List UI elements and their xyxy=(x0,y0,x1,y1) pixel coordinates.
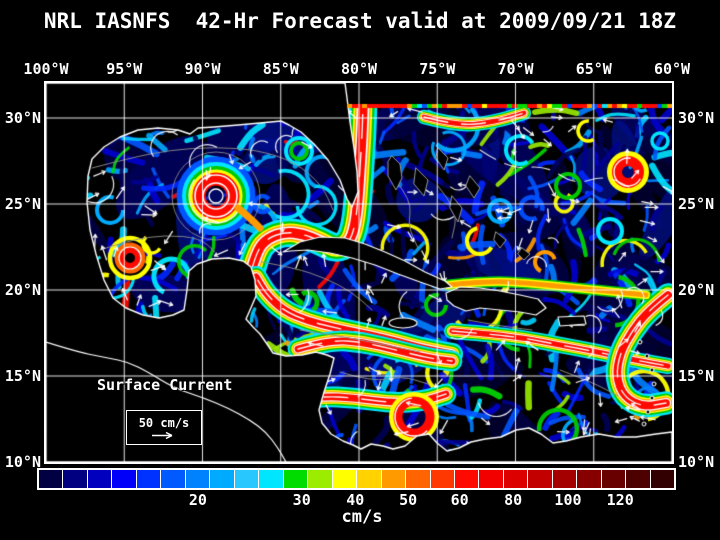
lat-tick-label-left: 30°N xyxy=(4,109,41,127)
colorbar-cell xyxy=(552,470,577,488)
lon-tick-label: 95°W xyxy=(106,60,143,78)
lon-tick-label: 70°W xyxy=(497,60,534,78)
colorbar-cell xyxy=(357,470,381,488)
colorbar-cell xyxy=(406,470,430,488)
figure-title: NRL IASNFS 42-Hr Forecast valid at 2009/… xyxy=(43,9,677,33)
lat-tick-label-right: 20°N xyxy=(678,281,715,299)
colorbar-unit: cm/s xyxy=(341,507,383,527)
colorbar-cell xyxy=(39,470,63,488)
lat-tick-label-left: 15°N xyxy=(4,367,41,385)
surface-current-map xyxy=(46,83,672,462)
colorbar-tick-label: 100 xyxy=(554,491,582,509)
colorbar xyxy=(37,468,676,490)
colorbar-cell xyxy=(308,470,332,488)
colorbar-tick-label: 40 xyxy=(346,491,365,509)
colorbar-cell xyxy=(332,470,357,488)
lat-tick-label-right: 30°N xyxy=(678,109,715,127)
reference-arrow-icon xyxy=(152,431,173,439)
colorbar-cell xyxy=(210,470,234,488)
colorbar-cell xyxy=(185,470,210,488)
lon-tick-label: 80°W xyxy=(340,60,378,78)
lat-tick-label-right: 25°N xyxy=(678,195,715,213)
lat-tick-label-right: 15°N xyxy=(678,367,715,385)
lon-tick-label: 65°W xyxy=(575,60,612,78)
reference-vector-box: 50 cm/s xyxy=(126,410,202,445)
colorbar-tick-label: 20 xyxy=(188,491,207,509)
colorbar-cell xyxy=(528,470,552,488)
colorbar-cell xyxy=(601,470,626,488)
colorbar-cell xyxy=(87,470,112,488)
colorbar-cell xyxy=(112,470,136,488)
lat-tick-label-left: 25°N xyxy=(4,195,41,213)
lon-tick-label: 60°W xyxy=(653,60,691,78)
lon-tick-label: 85°W xyxy=(262,60,299,78)
colorbar-cell xyxy=(430,470,454,488)
colorbar-cell xyxy=(136,470,161,488)
lon-tick-label: 100°W xyxy=(23,60,69,78)
colorbar-cell xyxy=(577,470,601,488)
colorbar-cell xyxy=(63,470,87,488)
lon-tick-label: 75°W xyxy=(419,60,456,78)
colorbar-tick-label: 30 xyxy=(292,491,311,509)
colorbar-cell xyxy=(650,470,675,488)
colorbar-tick-label: 60 xyxy=(450,491,469,509)
colorbar-cell xyxy=(283,470,308,488)
surface-current-label: Surface Current xyxy=(97,376,233,394)
colorbar-tick-label: 120 xyxy=(606,491,634,509)
colorbar-tick-label: 50 xyxy=(399,491,418,509)
colorbar-cell xyxy=(381,470,406,488)
colorbar-cell xyxy=(259,470,283,488)
colorbar-cell xyxy=(479,470,503,488)
colorbar-tick-label: 80 xyxy=(504,491,523,509)
colorbar-cell xyxy=(626,470,650,488)
colorbar-cell xyxy=(454,470,479,488)
colorbar-cell xyxy=(161,470,185,488)
lon-tick-label: 90°W xyxy=(184,60,221,78)
colorbar-cell xyxy=(234,470,259,488)
lat-tick-label-left: 10°N xyxy=(4,453,41,471)
reference-vector-value: 50 cm/s xyxy=(138,415,190,430)
lat-tick-label-right: 10°N xyxy=(678,453,715,471)
map-frame: Surface Current 50 cm/s xyxy=(44,81,674,464)
colorbar-cell xyxy=(503,470,528,488)
lat-tick-label-left: 20°N xyxy=(4,281,41,299)
